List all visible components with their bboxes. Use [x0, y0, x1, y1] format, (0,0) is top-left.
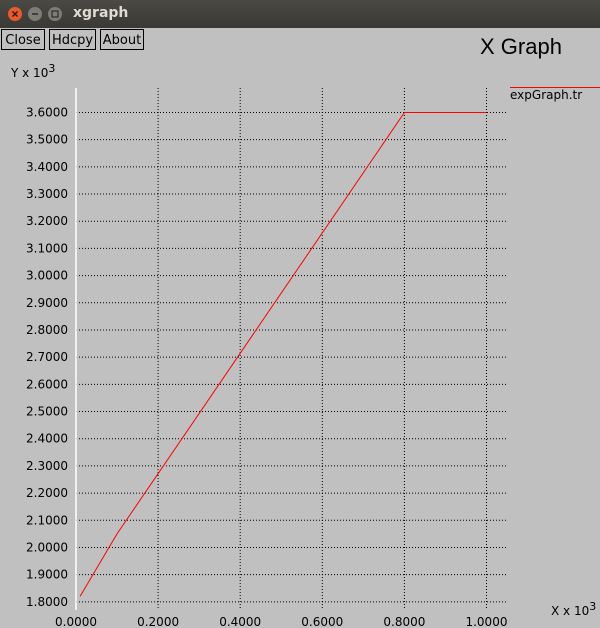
y-tick-label: 3.4000	[26, 160, 68, 174]
window-titlebar: xgraph	[0, 0, 600, 28]
y-tick-label: 3.1000	[26, 241, 68, 255]
y-tick-label: 2.9000	[26, 296, 68, 310]
y-tick-label: 3.0000	[26, 269, 68, 283]
minimize-window-button[interactable]	[28, 7, 42, 21]
minimize-icon	[32, 13, 38, 15]
y-tick-label: 1.9000	[26, 568, 68, 582]
x-tick-label: 0.6000	[301, 615, 343, 628]
y-tick-label: 2.2000	[26, 486, 68, 500]
x-tick-label: 1.0000	[465, 615, 507, 628]
about-button[interactable]: About	[100, 29, 144, 50]
y-tick-label: 2.4000	[26, 432, 68, 446]
x-tick-label: 0.0000	[55, 615, 97, 628]
close-window-button[interactable]	[8, 7, 22, 21]
x-tick-label: 0.4000	[219, 615, 261, 628]
legend-line	[510, 87, 600, 88]
y-tick-label: 3.5000	[26, 133, 68, 147]
y-tick-label: 3.6000	[26, 105, 68, 119]
graph-title: X Graph	[480, 34, 562, 59]
close-button[interactable]: Close	[1, 29, 45, 50]
close-icon	[11, 10, 19, 18]
series-line	[79, 112, 487, 597]
y-tick-label: 2.8000	[26, 323, 68, 337]
x-axis-unit-label: X x 103	[551, 600, 597, 618]
y-tick-label: 2.0000	[26, 540, 68, 554]
y-tick-label: 2.6000	[26, 377, 68, 391]
window-title: xgraph	[73, 5, 129, 21]
y-tick-label: 3.3000	[26, 187, 68, 201]
hdcpy-button[interactable]: Hdcpy	[49, 29, 96, 50]
legend-label: expGraph.tr	[510, 88, 583, 102]
maximize-window-button[interactable]	[48, 7, 62, 21]
y-tick-label: 2.1000	[26, 513, 68, 527]
y-tick-label: 3.2000	[26, 214, 68, 228]
y-tick-label: 2.3000	[26, 459, 68, 473]
y-axis-unit-label: Y x 103	[11, 62, 56, 80]
maximize-icon	[51, 10, 59, 18]
x-tick-label: 0.8000	[383, 615, 425, 628]
y-tick-label: 2.7000	[26, 350, 68, 364]
x-tick-label: 0.2000	[137, 615, 179, 628]
y-tick-label: 1.8000	[26, 595, 68, 609]
y-tick-label: 2.5000	[26, 405, 68, 419]
